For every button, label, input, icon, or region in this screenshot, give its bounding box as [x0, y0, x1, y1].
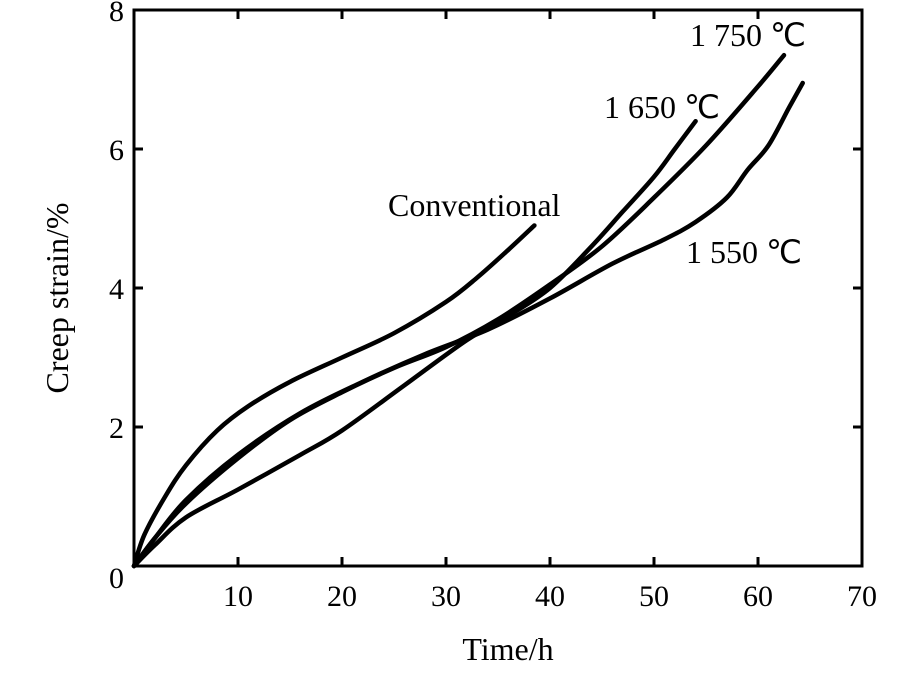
series-line-1-650 [131, 118, 698, 569]
series-label-1-550: 1 550 ℃ [686, 234, 802, 270]
origin-tick-label: 0 [109, 562, 124, 595]
tick-labels: 10 20 30 40 50 60 70 2 4 6 8 0 [109, 0, 877, 613]
x-tick-label: 70 [847, 580, 877, 613]
series-label-1-650: 1 650 ℃ [604, 89, 720, 125]
series-label-conventional: Conventional [388, 187, 561, 223]
x-tick-label: 60 [743, 580, 773, 613]
y-tick-label: 8 [109, 0, 124, 28]
series-label-1-750: 1 750 ℃ [690, 17, 806, 53]
ticks [134, 10, 862, 566]
x-axis-title: Time/h [462, 631, 553, 667]
series-line-1-750 [131, 52, 787, 569]
y-tick-label: 4 [109, 273, 124, 306]
x-tick-label: 50 [639, 580, 669, 613]
x-tick-label: 30 [431, 580, 461, 613]
x-tick-label: 20 [327, 580, 357, 613]
x-tick-label: 40 [535, 580, 565, 613]
series-line-conventional [131, 223, 537, 569]
y-tick-label: 2 [109, 412, 124, 445]
y-tick-label: 6 [109, 134, 124, 167]
series-labels: Conventional 1 550 ℃ 1 650 ℃ 1 750 ℃ [388, 17, 806, 270]
series-line-1-550 [131, 80, 805, 569]
series-group [131, 52, 805, 569]
x-tick-label: 10 [223, 580, 253, 613]
y-axis-title: Creep strain/% [39, 202, 75, 393]
